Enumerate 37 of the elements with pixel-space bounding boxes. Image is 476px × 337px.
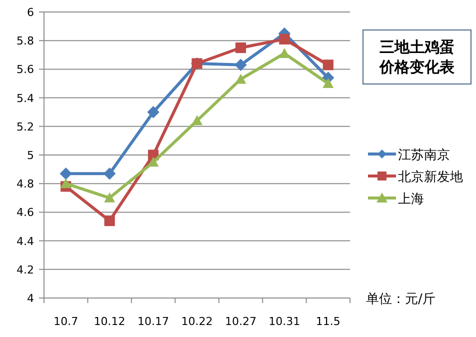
y-tick-label: 5.2 xyxy=(16,120,34,134)
point xyxy=(104,215,115,226)
x-tick-label: 10.27 xyxy=(224,315,256,328)
y-tick-label: 5 xyxy=(27,149,34,162)
x-tick-label: 10.12 xyxy=(94,315,126,328)
point xyxy=(235,74,246,84)
x-tick-label: 10.7 xyxy=(54,315,78,328)
point xyxy=(235,42,246,54)
point xyxy=(322,78,334,88)
point xyxy=(104,192,116,202)
point xyxy=(147,106,160,118)
x-tick-label: 11.5 xyxy=(316,315,340,328)
y-tick-label: 4.2 xyxy=(16,263,34,276)
y-tick-label: 4.4 xyxy=(16,234,34,248)
point xyxy=(103,167,116,180)
point xyxy=(60,178,72,188)
legend-label: 上海 xyxy=(398,192,424,207)
point xyxy=(60,167,72,180)
y-tick-label: 5.4 xyxy=(16,92,34,105)
point xyxy=(234,58,247,72)
x-tick-label: 10.17 xyxy=(138,315,170,328)
point xyxy=(279,34,290,44)
legend-label: 江苏南京 xyxy=(398,148,450,163)
y-tick-label: 6 xyxy=(27,6,34,19)
point xyxy=(192,115,202,126)
x-tick-label: 10.22 xyxy=(181,315,213,328)
y-tick-label: 4.6 xyxy=(16,206,34,220)
point xyxy=(278,48,290,58)
y-tick-label: 5.6 xyxy=(16,63,34,76)
y-tick-label: 4 xyxy=(27,292,34,305)
text: 三地土鸡蛋价格变化表 xyxy=(378,38,456,76)
text: 单位：元/斤 xyxy=(366,292,436,307)
y-tick-label: 4.8 xyxy=(16,178,34,191)
x-tick-label: 10.31 xyxy=(268,315,300,328)
legend-label: 北京新发地 xyxy=(398,170,463,185)
point xyxy=(322,60,334,70)
y-tick-label: 5.8 xyxy=(16,34,34,48)
